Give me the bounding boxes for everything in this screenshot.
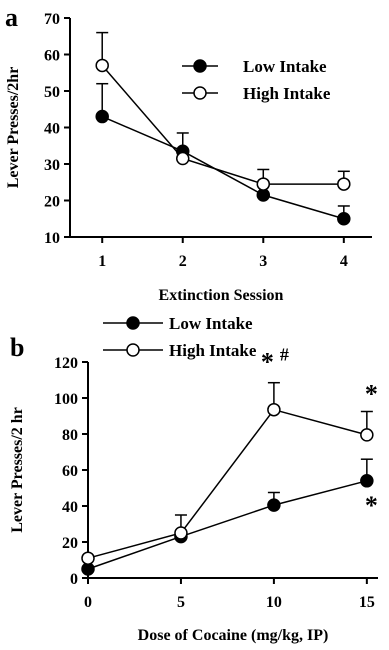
y-tick-label: 40 [62,499,78,516]
chart-panel-b: b 0 20 40 60 80 100 120 0 5 10 15 Dose of Cocaine (m… [9,314,378,644]
data-point [95,109,109,124]
y-tick-label: 0 [70,571,78,588]
x-tick-label: 15 [359,594,375,611]
panel-label: a [5,3,18,32]
y-tick-label: 50 [44,84,60,101]
panel-label: b [10,333,24,362]
data-point [337,177,351,191]
data-point [95,58,109,73]
y-tick-label: 20 [62,535,78,552]
legend: Low Intake High Intake [182,57,331,103]
legend-entry: Low Intake [243,57,327,76]
significance-marker: * [365,491,378,520]
legend: Low Intake High Intake [103,314,257,360]
significance-marker: * [261,348,274,377]
x-tick-label: 10 [266,594,282,611]
significance-marker: * [365,380,378,409]
x-tick-label: 2 [179,253,187,270]
data-point [267,498,281,512]
series-line-high-intake [87,408,368,559]
chart-panel-a: a 10 20 30 40 50 60 70 1 2 3 4 Extinction Session Lev… [5,3,372,304]
x-axis-title: Dose of Cocaine (mg/kg, IP) [138,627,329,644]
y-tick-label: 20 [44,194,60,211]
series-line-high-intake [101,64,344,185]
y-tick-label: 70 [44,11,60,28]
x-tick-label: 1 [98,253,106,270]
significance-marker: # [280,345,289,365]
series-line-low-intake [101,115,345,220]
data-point [175,151,190,166]
y-tick-label: 60 [62,463,78,480]
y-tick-label: 120 [54,355,78,372]
legend-entry: High Intake [243,84,331,103]
data-point [360,474,374,488]
y-axis-title: Lever Presses/2 hr [9,407,26,533]
data-point [174,526,188,540]
data-point [267,402,281,417]
x-tick-label: 0 [84,594,92,611]
x-tick-label: 3 [259,253,267,270]
legend-entry: Low Intake [169,314,253,333]
series-line-low-intake [87,480,368,570]
legend-entry: High Intake [169,341,257,360]
data-point [337,212,351,226]
legend-marker [126,316,140,330]
x-tick-label: 5 [177,594,185,611]
y-tick-label: 80 [62,427,78,444]
data-point [360,428,374,442]
y-tick-label: 30 [44,157,60,174]
legend-marker [193,59,207,73]
y-axis-title: Lever Presses/2hr [5,67,22,189]
data-point [81,551,95,565]
y-tick-label: 40 [44,121,60,138]
y-tick-label: 10 [44,230,60,247]
x-tick-label: 4 [340,253,348,270]
y-tick-label: 100 [54,391,78,408]
x-axis-title: Extinction Session [159,287,284,304]
legend-marker [126,343,140,357]
data-point [256,177,271,191]
legend-marker [193,86,207,100]
y-tick-label: 60 [44,48,60,65]
